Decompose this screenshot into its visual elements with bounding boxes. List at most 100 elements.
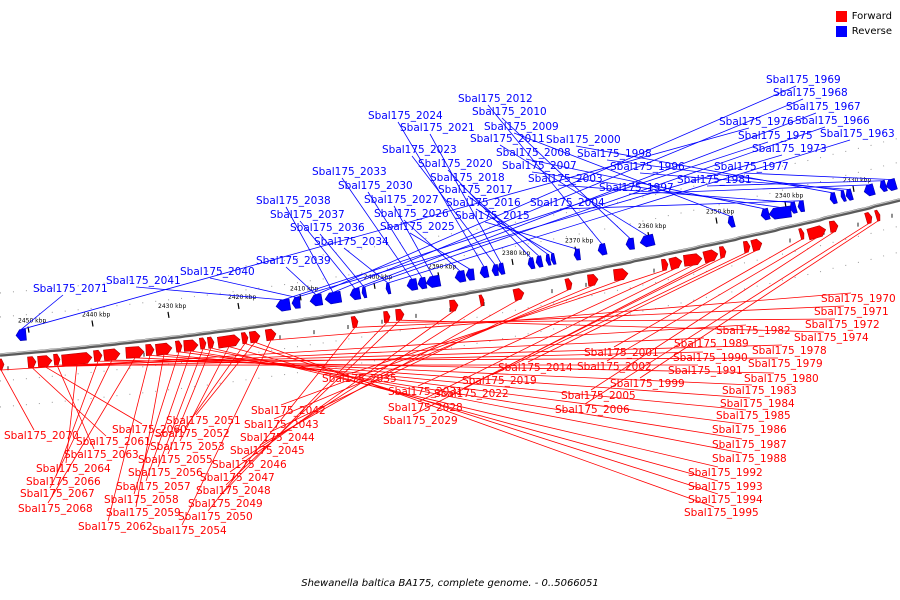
- reverse-gene-arrow: [15, 328, 27, 341]
- leader-line: [412, 260, 712, 416]
- leader-line: [65, 364, 78, 464]
- forward-gene-label: Sbal175_1982: [716, 325, 791, 337]
- leader-line: [531, 171, 781, 208]
- leader-line: [20, 294, 64, 330]
- reverse-gene-label: Sbal175_2000: [546, 134, 621, 146]
- forward-gene-arrow: [216, 334, 241, 349]
- leader-line: [107, 355, 151, 522]
- reverse-gene-arrow: [527, 257, 536, 270]
- reverse-gene-arrow: [465, 268, 475, 281]
- reverse-gene-label: Sbal175_1977: [714, 161, 789, 173]
- reverse-gene-label: Sbal175_2023: [382, 144, 457, 156]
- leader-line: [409, 232, 471, 270]
- reverse-gene-arrow: [417, 276, 428, 290]
- leader-line: [163, 353, 747, 411]
- forward-gene-label: Sbal175_2022: [434, 388, 509, 400]
- leader-line: [181, 339, 272, 526]
- leader-line: [354, 305, 845, 328]
- reverse-gene-arrow: [840, 189, 847, 202]
- leader-line: [0, 324, 747, 371]
- forward-gene-arrow: [37, 355, 53, 368]
- reverse-gene-label: Sbal175_1968: [773, 87, 848, 99]
- reverse-gene-arrow: [291, 296, 301, 309]
- reverse-gene-label: Sbal175_2024: [368, 110, 443, 122]
- leader-line: [195, 342, 256, 416]
- leader-line: [513, 132, 732, 217]
- forward-gene-arrow: [874, 209, 881, 222]
- reverse-gene-arrow: [361, 286, 368, 299]
- forward-gene-arrow: [718, 246, 727, 259]
- leader-line: [403, 219, 461, 272]
- tick-label: 2340 kbp: [775, 193, 803, 200]
- leader-line: [44, 351, 704, 368]
- reverse-gene-arrow: [454, 269, 467, 283]
- reverse-gene-arrow: [829, 191, 838, 205]
- forward-gene-label: Sbal175_2059: [106, 507, 181, 519]
- reverse-gene-arrow: [768, 205, 792, 220]
- leader-line: [285, 266, 317, 296]
- forward-gene-arrow: [512, 288, 525, 301]
- reverse-gene-label: Sbal175_2030: [338, 180, 413, 192]
- forward-gene-arrow: [174, 340, 183, 353]
- leader-line: [484, 221, 578, 250]
- forward-gene-arrow: [683, 253, 703, 267]
- leader-line: [319, 233, 365, 288]
- legend: Forward Reverse: [835, 9, 892, 39]
- forward-gene-label: Sbal175_1979: [748, 358, 823, 370]
- leader-line: [559, 200, 802, 210]
- forward-gene-arrow: [206, 336, 215, 349]
- leader-line: [135, 286, 284, 301]
- reverse-gene-label: Sbal175_1967: [786, 101, 861, 113]
- reverse-gene-arrow: [425, 274, 442, 288]
- leader-line: [467, 195, 549, 255]
- tick-mark: [852, 185, 855, 192]
- reverse-gene-label: Sbal175_2034: [314, 236, 389, 248]
- forward-gene-label: Sbal175_2048: [196, 485, 271, 497]
- reverse-gene-label: Sbal175_2026: [374, 208, 449, 220]
- leader-line: [157, 348, 204, 468]
- tick-label: 2450 kbp: [18, 318, 46, 325]
- reverse-gene-label: Sbal175_1981: [677, 174, 752, 186]
- leader-line: [97, 357, 779, 362]
- forward-gene-arrow: [183, 339, 199, 352]
- forward-gene-label: Sbal175_1987: [712, 439, 787, 451]
- forward-gene-label: Sbal175_2055: [138, 454, 213, 466]
- forward-gene-arrow: [103, 348, 121, 362]
- forward-gene-label: Sbal175_2058: [104, 494, 179, 506]
- reverse-gene-arrow: [491, 264, 499, 277]
- reverse-gene-label: Sbal175_2071: [33, 283, 108, 295]
- reverse-gene-label: Sbal175_2011: [470, 133, 545, 145]
- leader-line: [228, 346, 719, 482]
- leader-line: [229, 310, 455, 473]
- forward-gene-label: Sbal175_1980: [744, 373, 819, 385]
- leader-line: [49, 359, 113, 489]
- tick-label: 2410 kbp: [290, 285, 318, 292]
- forward-gene-label: Sbal175_2019: [462, 375, 537, 387]
- reverse-gene-label: Sbal175_2012: [458, 93, 533, 105]
- forward-gene-label: Sbal175_2064: [36, 463, 111, 475]
- forward-gene-label: Sbal175_1991: [668, 365, 743, 377]
- leader-line: [20, 127, 750, 330]
- leader-line: [639, 220, 879, 379]
- reverse-gene-arrow: [789, 201, 798, 214]
- forward-gene-label: Sbal175_1972: [805, 319, 880, 331]
- reverse-gene-arrow: [597, 242, 608, 256]
- leader-line: [613, 238, 803, 348]
- leader-line: [202, 348, 743, 454]
- reverse-gene-label: Sbal175_2036: [290, 222, 365, 234]
- forward-gene-label: Sbal175_2002: [577, 361, 652, 373]
- forward-gene-arrow: [395, 308, 405, 321]
- forward-gene-label: Sbal175_1999: [610, 378, 685, 390]
- leader-line: [525, 158, 766, 210]
- forward-gene-label: Sbal175_2070: [4, 430, 79, 442]
- leader-line: [501, 117, 631, 239]
- forward-gene-arrow: [383, 311, 391, 323]
- forward-swatch: [835, 11, 847, 22]
- forward-gene-label: Sbal175_1974: [794, 332, 869, 344]
- leader-line: [55, 361, 99, 477]
- leader-line: [393, 205, 434, 277]
- leader-line: [273, 285, 594, 420]
- reverse-gene-arrow: [324, 290, 343, 305]
- leader-line: [354, 112, 817, 290]
- forward-gene-label: Sbal175_1989: [674, 338, 749, 350]
